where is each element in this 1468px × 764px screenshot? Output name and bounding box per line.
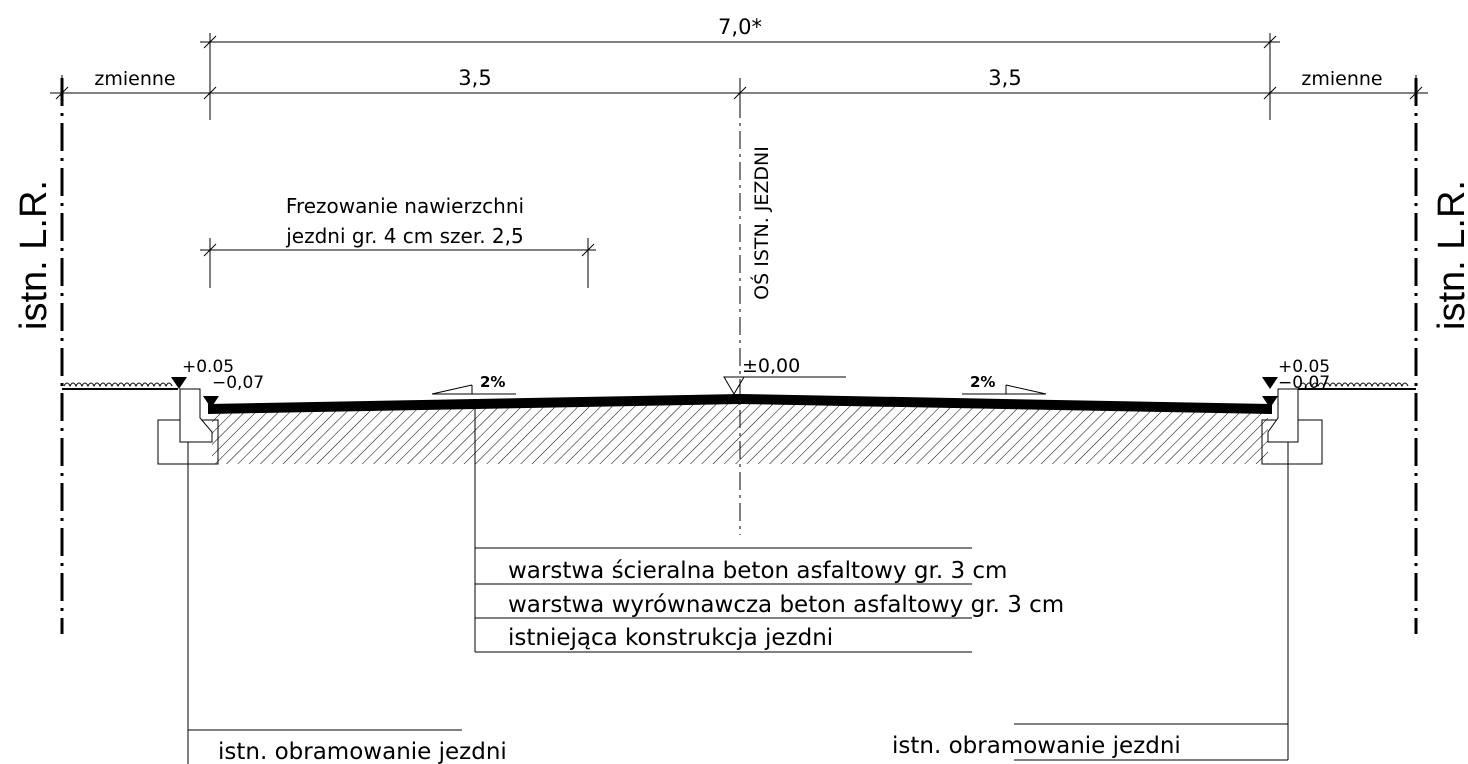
milling-note-line1: Frezowanie nawierzchni — [286, 194, 524, 218]
slope-right-label: 2% — [970, 373, 995, 391]
left-variable-label: zmienne — [94, 68, 175, 90]
curb-callout-left-leader — [187, 442, 462, 764]
curb-callout-right-leader — [1014, 442, 1289, 761]
slope-left-label: 2% — [480, 373, 505, 391]
left-lane-width-label: 3,5 — [458, 66, 491, 90]
right-lane-width-label: 3,5 — [988, 66, 1021, 90]
layer-existing-structure: istniejąca konstrukcja jezdni — [508, 625, 833, 651]
ground-right — [1298, 382, 1416, 390]
milling-note-line2: jezdni gr. 4 cm szer. 2,5 — [285, 224, 524, 248]
right-variable-label: zmienne — [1301, 68, 1382, 90]
layer-wearing-course: warstwa ścieralna beton asfaltowy gr. 3 … — [508, 558, 1007, 584]
elevation-marker-right-top — [1262, 377, 1278, 389]
elevation-right-bottom: −0.07 — [1278, 373, 1330, 393]
milling-dimension — [200, 238, 596, 288]
curb-label-left: istn. obramowanie jezdni — [218, 739, 507, 764]
elevation-marker-center — [723, 376, 846, 395]
road-axis-label: OŚ ISTN. JEZDNI — [749, 146, 773, 300]
slope-indicator-right — [962, 384, 1047, 395]
elevation-right-top: +0.05 — [1278, 357, 1330, 377]
curb-right — [1261, 388, 1323, 465]
elevation-marker-left-top — [171, 377, 187, 389]
total-width-label: 7,0* — [718, 15, 762, 39]
elevation-left-bottom: −0,07 — [212, 373, 264, 393]
ground-left — [62, 382, 178, 390]
existing-structure-hatch — [212, 402, 1268, 464]
right-boundary-label: istn. L.R. — [1431, 180, 1468, 330]
elevation-marker-left-bottom — [203, 396, 219, 408]
left-boundary-label: istn. L.R. — [13, 180, 55, 330]
elevation-center: ±0,00 — [742, 355, 800, 377]
curb-label-right: istn. obramowanie jezdni — [892, 733, 1181, 759]
elevation-marker-right-bottom — [1262, 396, 1278, 408]
elevation-left-top: +0.05 — [182, 357, 234, 377]
slope-indicator-left — [431, 384, 516, 395]
asphalt-layers — [208, 394, 1272, 414]
dimension-lines — [50, 33, 1428, 120]
layer-leveling-course: warstwa wyrównawcza beton asfaltowy gr. … — [508, 592, 1064, 618]
layer-callout-leader — [474, 408, 972, 653]
